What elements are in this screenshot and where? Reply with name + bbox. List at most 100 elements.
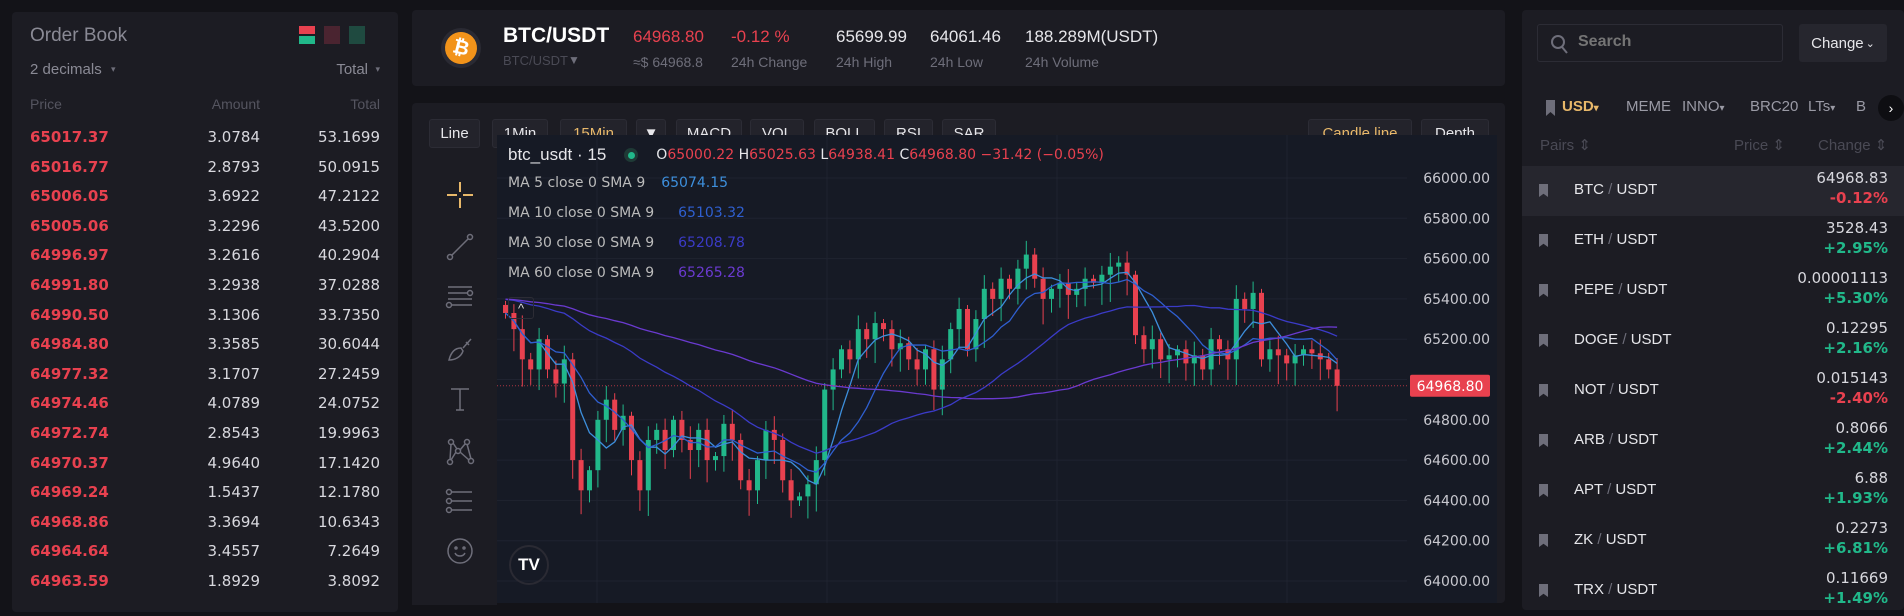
candle-body: [805, 484, 811, 497]
horizontal-lines-icon[interactable]: [442, 278, 478, 314]
tabs-next-button[interactable]: ›: [1878, 95, 1904, 121]
low-value: 64938.41: [828, 147, 895, 163]
pair-price: 0.015143: [1816, 369, 1888, 387]
market-row[interactable]: TRX / USDT 0.11669 +1.49%: [1522, 566, 1904, 616]
header-price: Price: [30, 96, 62, 112]
candle-body: [645, 439, 651, 491]
market-row[interactable]: ETH / USDT 3528.43 +2.95%: [1522, 216, 1904, 266]
candlestick-chart[interactable]: 66000.00 65800.00 65600.00 65400.00 65200.00…: [497, 135, 1497, 603]
candle-body: [1267, 349, 1273, 360]
collapse-legend-button[interactable]: ^: [508, 297, 534, 319]
ask-price: 64974.46: [30, 394, 109, 413]
ma-value: 65208.78: [678, 235, 745, 251]
market-row[interactable]: DOGE / USDT 0.12295 +2.16%: [1522, 316, 1904, 366]
bookmark-icon[interactable]: [1539, 484, 1548, 497]
crosshair-icon[interactable]: [442, 177, 478, 213]
candle-body: [729, 423, 735, 440]
ask-row[interactable]: 64964.64 3.4557 7.2649: [12, 537, 398, 566]
ask-row[interactable]: 65016.77 2.8793 50.0915: [12, 153, 398, 182]
ma-legend-item: MA 10 close 0 SMA 9 65103.32: [508, 203, 1104, 233]
bookmark-icon[interactable]: [1539, 534, 1548, 547]
market-tab-usd[interactable]: USD▾: [1562, 98, 1599, 115]
view-both-icon[interactable]: [299, 26, 315, 44]
market-tab-inno[interactable]: INNO▾: [1682, 98, 1725, 115]
market-row[interactable]: BTC / USDT 64968.83 -0.12%: [1522, 166, 1904, 216]
bookmark-icon[interactable]: [1539, 234, 1548, 247]
candle-body: [1091, 278, 1096, 283]
toolbar-button-line[interactable]: Line: [429, 119, 480, 148]
candle-body: [939, 359, 945, 390]
candle-body: [687, 439, 693, 451]
brush-icon[interactable]: [442, 331, 478, 367]
candle-body: [881, 323, 886, 330]
ask-row[interactable]: 64996.97 3.2616 40.2904: [12, 241, 398, 270]
pair-name: TRX / USDT: [1574, 581, 1658, 598]
text-icon[interactable]: [442, 381, 478, 417]
measure-icon[interactable]: [442, 483, 478, 519]
candle-body: [654, 429, 660, 440]
change-label: 24h Change: [731, 54, 808, 70]
search-input[interactable]: [1578, 33, 1768, 51]
market-row[interactable]: ZK / USDT 0.2273 +6.81%: [1522, 516, 1904, 566]
candle-body: [1023, 254, 1029, 269]
trend-line-icon[interactable]: [442, 229, 478, 265]
favorites-bookmark-icon[interactable]: [1546, 100, 1555, 116]
ask-row[interactable]: 64991.80 3.2938 37.0288: [12, 271, 398, 300]
bookmark-icon[interactable]: [1539, 284, 1548, 297]
ask-row[interactable]: 64974.46 4.0789 24.0752: [12, 389, 398, 418]
search-box[interactable]: [1537, 24, 1783, 62]
volume-label: 24h Volume: [1025, 54, 1099, 70]
view-asks-icon[interactable]: [324, 26, 340, 44]
change-select[interactable]: Change ⌄: [1799, 24, 1887, 62]
pattern-icon[interactable]: [442, 433, 478, 469]
header-change[interactable]: Change ⇕: [1818, 137, 1888, 154]
bookmark-icon[interactable]: [1539, 184, 1548, 197]
emoji-icon[interactable]: [442, 533, 478, 569]
total-select[interactable]: Total: [336, 61, 368, 78]
ask-row[interactable]: 65005.06 3.2296 43.5200: [12, 212, 398, 241]
ask-row[interactable]: 64969.24 1.5437 12.1780: [12, 478, 398, 507]
market-tab-lts[interactable]: LTs▾: [1808, 98, 1836, 115]
ask-row[interactable]: 64963.59 1.8929 3.8092: [12, 567, 398, 596]
market-row[interactable]: APT / USDT 6.88 +1.93%: [1522, 466, 1904, 516]
market-row[interactable]: PEPE / USDT 0.00001113 +5.30%: [1522, 266, 1904, 316]
header-pairs[interactable]: Pairs ⇕: [1540, 137, 1591, 154]
bookmark-icon[interactable]: [1539, 584, 1548, 597]
ask-row[interactable]: 64972.74 2.8543 19.9963: [12, 419, 398, 448]
candle-body: [1158, 339, 1164, 360]
candle-body: [1049, 288, 1054, 299]
decimals-select[interactable]: 2 decimals: [30, 61, 102, 78]
market-tab-brc20[interactable]: BRC20: [1750, 98, 1799, 115]
bookmark-icon[interactable]: [1539, 334, 1548, 347]
view-bids-icon[interactable]: [349, 26, 365, 44]
ask-total: 43.5200: [317, 216, 380, 235]
ask-row[interactable]: 64970.37 4.9640 17.1420: [12, 449, 398, 478]
ask-row[interactable]: 64990.50 3.1306 33.7350: [12, 301, 398, 330]
ask-row[interactable]: 64968.86 3.3694 10.6343: [12, 508, 398, 537]
ma-legend-item: MA 30 close 0 SMA 9 65208.78: [508, 233, 1104, 263]
candle-body: [990, 288, 996, 299]
pair-select-caret[interactable]: ▼: [568, 53, 580, 67]
ask-row[interactable]: 65017.37 3.0784 53.1699: [12, 123, 398, 152]
ask-price: 64970.37: [30, 453, 109, 472]
pair-name: APT / USDT: [1574, 481, 1657, 498]
market-tab-meme[interactable]: MEME: [1626, 98, 1671, 115]
market-tab-b[interactable]: B: [1856, 98, 1867, 115]
bookmark-icon[interactable]: [1539, 434, 1548, 447]
candle-body: [679, 419, 685, 440]
header-price[interactable]: Price ⇕: [1734, 137, 1785, 154]
market-row[interactable]: NOT / USDT 0.015143 -2.40%: [1522, 366, 1904, 416]
ma-line-30: [505, 298, 1338, 454]
ask-price: 64996.97: [30, 246, 109, 265]
ask-amount: 1.8929: [207, 572, 261, 590]
chart-panel: Line 1Min 15Min ▼ MACD VOL BOLL RSI SAR Candle l…: [412, 103, 1505, 605]
candle-body: [847, 349, 853, 360]
pair-select[interactable]: BTC/USDT: [503, 53, 568, 68]
candle-body: [1175, 349, 1180, 356]
ask-row[interactable]: 65006.05 3.6922 47.2122: [12, 182, 398, 211]
ask-row[interactable]: 64977.32 3.1707 27.2459: [12, 360, 398, 389]
ma-label: MA 5 close 0 SMA 9: [508, 175, 646, 191]
market-row[interactable]: ARB / USDT 0.8066 +2.44%: [1522, 416, 1904, 466]
ask-row[interactable]: 64984.80 3.3585 30.6044: [12, 330, 398, 359]
bookmark-icon[interactable]: [1539, 384, 1548, 397]
